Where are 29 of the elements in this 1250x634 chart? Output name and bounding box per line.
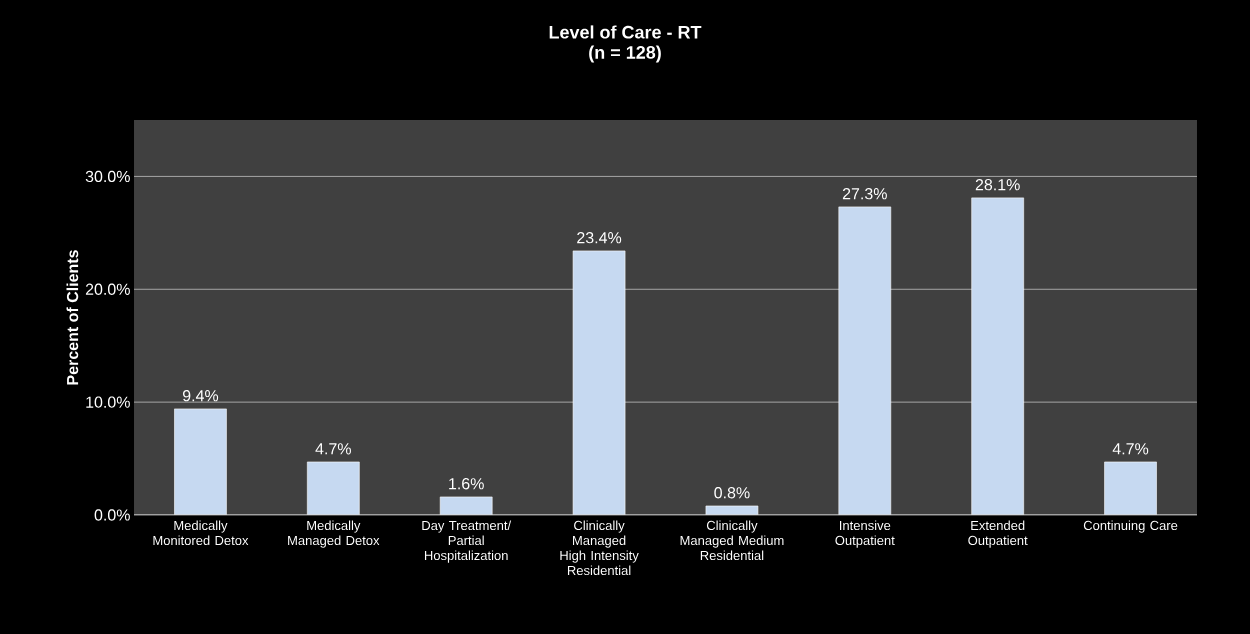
bar [1104,461,1157,515]
x-tick-label: Day Treatment/ Partial Hospitalization [422,520,512,563]
bar [838,206,892,515]
y-tick-label: 20.0% [85,283,130,295]
data-label: 0.8% [714,487,750,499]
data-label: 4.7% [1112,443,1149,455]
data-label: 27.3% [842,188,887,200]
bar [174,408,227,515]
y-tick-label: 10.0% [86,396,130,408]
x-tick-label: Medically Managed Detox [288,520,380,548]
data-label: 23.4% [577,232,622,244]
data-label: 28.1% [975,179,1020,191]
bar [307,461,360,515]
x-tick-label: Intensive Outpatient [835,520,895,548]
y-axis-title: Percent of Clients [66,250,79,385]
bar [572,250,626,515]
y-tick-label: 30.0% [85,170,130,183]
data-label: 1.6% [449,478,484,490]
bar [971,197,1024,515]
data-label: 9.4% [182,390,219,402]
data-label: 4.7% [315,443,351,455]
x-tick-label: Clinically Managed Medium Residential [680,520,784,561]
x-tick-label: Medically Monitored Detox [153,520,249,546]
y-tick-label: 0.0% [94,509,130,521]
x-tick-label: Extended Outpatient [968,520,1028,548]
chart-subtitle: (n = 128) [589,45,661,63]
x-tick-label: Continuing Care [1083,520,1178,533]
chart-title: Level of Care - RT [549,25,702,39]
x-tick-label: Clinically Managed High Intensity Residential [560,520,639,576]
